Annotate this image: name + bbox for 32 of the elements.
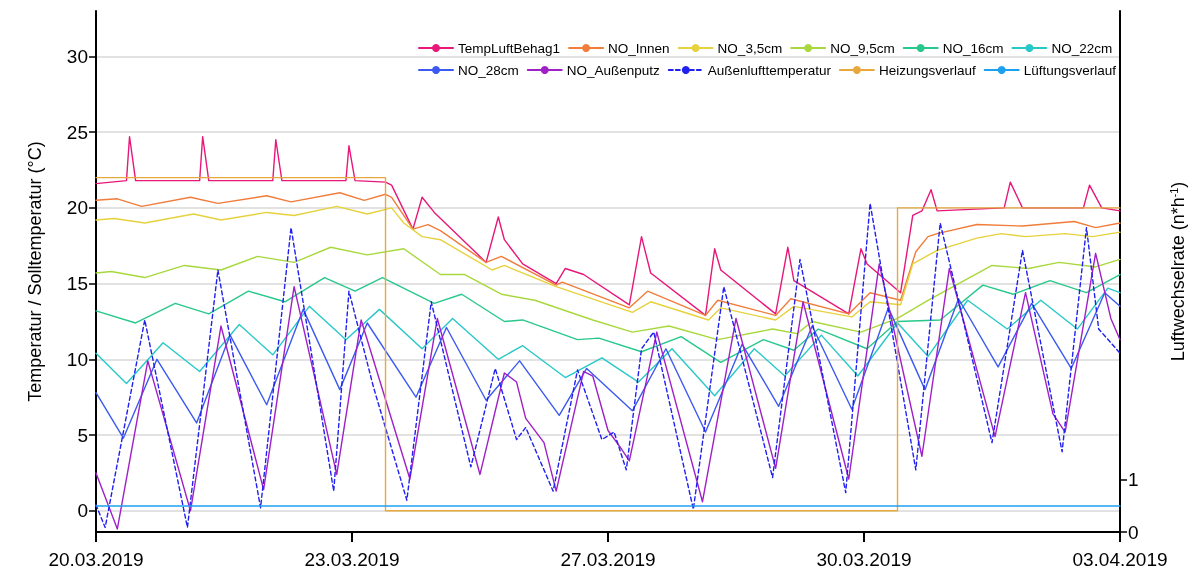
legend-label: NO_28cm [458,62,519,78]
legend-label: Lüftungsverlauf [1023,62,1117,78]
legend-label: NO_16cm [942,40,1004,56]
legend-label: NO_22cm [1051,40,1113,56]
y-tick-label: 25 [66,121,88,143]
y2-tick-label: 0 [1128,521,1139,543]
y2-tick-label: 1 [1128,469,1139,491]
line-series [95,287,1121,397]
y-tick-label: 20 [66,197,88,219]
legend-label: NO_9,5cm [830,40,895,56]
line-series [95,246,1121,341]
legend-label: NO_Außenputz [566,62,661,78]
legend-label: TempLuftBehag1 [458,40,561,56]
legend-label: NO_3,5cm [717,40,783,56]
x-tick-label: 20.03.2019 [48,549,144,570]
y2-axis-title: Luftwechselrate (n*h-1) [1167,181,1188,362]
y-tick-label: 0 [77,500,88,522]
line-series [95,136,1121,317]
x-tick-label: 30.03.2019 [816,549,912,570]
legend-label: Heizungsverlauf [878,62,976,78]
y-tick-label: 30 [66,45,88,67]
x-tick-label: 27.03.2019 [560,549,656,570]
legend-label: Außenlufttemperatur [707,62,832,78]
y-tick-label: 5 [77,424,88,446]
x-tick-label: 23.03.2019 [304,549,400,570]
y-axis-title: Temperatur / Solltemperatur (°C) [25,141,45,402]
y-tick-label: 10 [66,348,88,370]
x-tick-label: 03.04.2019 [1072,549,1168,570]
line-series [95,292,1121,439]
line-series [95,273,1121,364]
legend-label: NO_Innen [608,40,670,56]
y-tick-label: 15 [66,273,88,295]
